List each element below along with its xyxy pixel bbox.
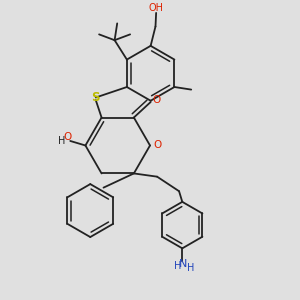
Text: H: H bbox=[174, 261, 181, 271]
Text: O: O bbox=[153, 140, 161, 151]
Text: N: N bbox=[179, 260, 187, 269]
Text: H: H bbox=[58, 136, 65, 146]
Text: OH: OH bbox=[148, 3, 164, 13]
Text: H: H bbox=[188, 263, 195, 273]
Text: O: O bbox=[152, 95, 160, 105]
Text: S: S bbox=[92, 91, 100, 104]
Text: O: O bbox=[64, 132, 72, 142]
